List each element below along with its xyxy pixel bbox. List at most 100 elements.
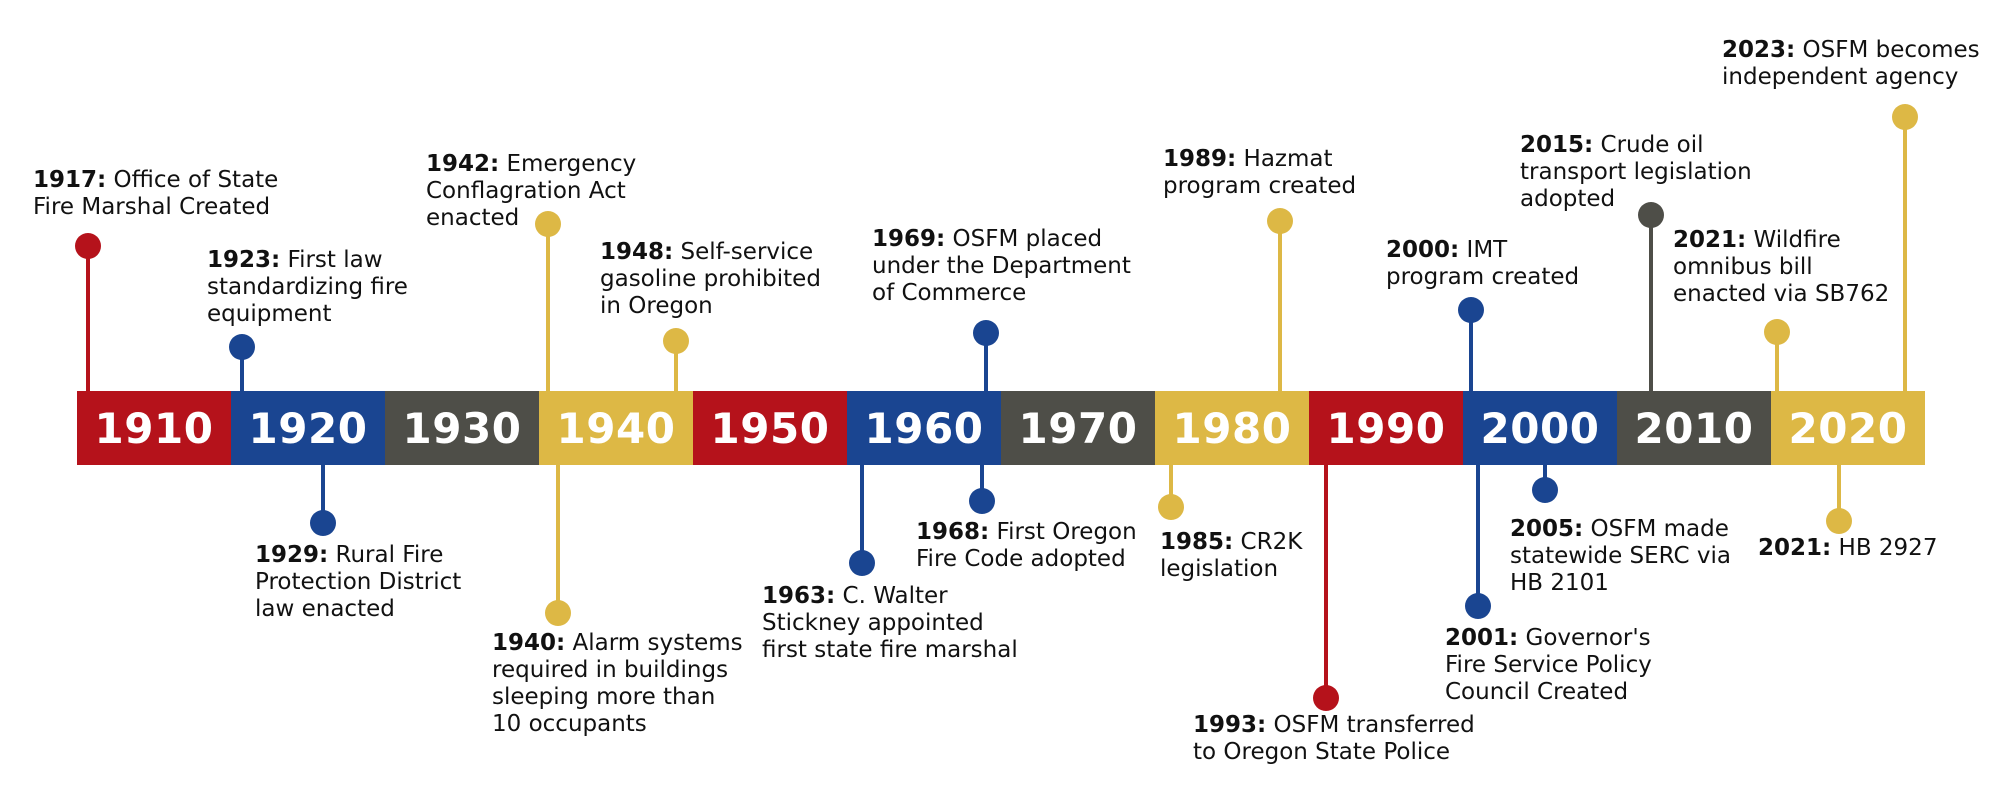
event-marker-dot: [1638, 202, 1664, 228]
event-text: 10 occupants: [492, 711, 647, 737]
event-text: Hazmat: [1236, 146, 1333, 172]
decade-label: 1950: [710, 403, 830, 453]
decade-label: 1970: [1018, 403, 1138, 453]
event-stem: [1649, 215, 1653, 391]
event-text: required in buildings: [492, 657, 729, 683]
event-text: Emergency: [499, 151, 637, 177]
event-text: Self-service: [673, 239, 814, 265]
event-text: law enacted: [255, 596, 395, 622]
event-marker-dot: [973, 320, 999, 346]
event-stem: [1469, 310, 1473, 391]
decade-block-2010: 2010: [1617, 391, 1771, 465]
event-marker-dot: [1892, 104, 1918, 130]
event-year: 2015:: [1520, 132, 1594, 158]
event-text: Council Created: [1445, 679, 1629, 705]
event-text: adopted: [1520, 186, 1616, 212]
event-text: under the Department: [872, 253, 1131, 279]
event-text: sleeping more than: [492, 684, 716, 710]
decade-label: 1960: [864, 403, 984, 453]
decade-block-1960: 1960: [847, 391, 1001, 465]
event-label-1985: 1985: CR2K legislation: [1160, 529, 1302, 583]
event-year: 1985:: [1160, 529, 1234, 555]
event-text: Wildfire: [1746, 227, 1841, 253]
event-text: gasoline prohibited: [600, 266, 821, 292]
event-text: OSFM transferred: [1266, 712, 1475, 738]
event-stem: [546, 224, 550, 391]
event-marker-dot: [545, 600, 571, 626]
event-label-2021: 2021: HB 2927: [1758, 535, 1937, 562]
event-text: Crude oil: [1593, 132, 1704, 158]
event-stem: [1837, 465, 1841, 521]
event-marker-dot: [310, 510, 336, 536]
decade-block-1920: 1920: [231, 391, 385, 465]
event-label-2000: 2000: IMT program created: [1386, 237, 1579, 291]
event-text: Fire Code adopted: [916, 546, 1126, 572]
event-marker-dot: [1764, 319, 1790, 345]
event-text: Governor's: [1518, 625, 1651, 651]
decade-block-2000: 2000: [1463, 391, 1617, 465]
event-text: Protection District: [255, 569, 462, 595]
event-first-line: 1968: First Oregon: [916, 519, 1137, 546]
event-marker-dot: [1267, 208, 1293, 234]
decade-label: 1980: [1172, 403, 1292, 453]
event-first-line: 2000: IMT: [1386, 237, 1579, 264]
event-stem: [1775, 332, 1779, 391]
event-label-1923: 1923: First law standardizing fire equipme…: [207, 247, 408, 328]
event-text: program created: [1163, 173, 1357, 199]
event-text: enacted via SB762: [1673, 281, 1890, 307]
event-label-1963: 1963: C. Walter Stickney appointed first s…: [762, 583, 1018, 664]
event-label-1993: 1993: OSFM transferred to Oregon State Po…: [1193, 712, 1475, 766]
event-label-1989: 1989: Hazmat program created: [1163, 146, 1356, 200]
event-stem: [1903, 117, 1907, 391]
event-text: program created: [1386, 264, 1580, 290]
event-label-2001: 2001: Governor's Fire Service Policy Counc…: [1445, 625, 1652, 706]
event-first-line: 1963: C. Walter: [762, 583, 1018, 610]
event-text: enacted: [426, 205, 520, 231]
event-text: OSFM placed: [945, 226, 1103, 252]
event-year: 2021:: [1673, 227, 1747, 253]
decade-block-1950: 1950: [693, 391, 847, 465]
event-text: First Oregon: [989, 519, 1137, 545]
event-first-line: 2015: Crude oil: [1520, 132, 1752, 159]
event-label-1940: 1940: Alarm systems required in buildings…: [492, 630, 743, 738]
event-first-line: 1940: Alarm systems: [492, 630, 743, 657]
event-first-line: 2021: Wildfire: [1673, 227, 1889, 254]
event-text: Stickney appointed: [762, 610, 984, 636]
event-stem: [1278, 221, 1282, 391]
decade-label: 2010: [1634, 403, 1754, 453]
event-text: in Oregon: [600, 293, 713, 319]
event-year: 1923:: [207, 247, 281, 273]
event-text: independent agency: [1722, 64, 1959, 90]
event-year: 1993:: [1193, 712, 1267, 738]
event-text: standardizing fire: [207, 274, 408, 300]
event-first-line: 1917: Office of State: [33, 167, 278, 194]
event-text: Conflagration Act: [426, 178, 626, 204]
event-marker-dot: [1158, 494, 1184, 520]
event-text: CR2K: [1233, 529, 1303, 555]
event-text: omnibus bill: [1673, 254, 1813, 280]
decade-block-1910: 1910: [77, 391, 231, 465]
event-year: 2021:: [1758, 535, 1832, 561]
event-marker-dot: [1826, 508, 1852, 534]
event-text: equipment: [207, 301, 332, 327]
event-text: First law: [280, 247, 383, 273]
event-first-line: 2005: OSFM made: [1510, 516, 1731, 543]
event-text: transport legislation: [1520, 159, 1752, 185]
event-year: 1940:: [492, 630, 566, 656]
event-text: of Commerce: [872, 280, 1027, 306]
decade-label: 1990: [1326, 403, 1446, 453]
decade-block-2020: 2020: [1771, 391, 1925, 465]
event-label-1917: 1917: Office of State Fire Marshal Create…: [33, 167, 278, 221]
event-first-line: 1989: Hazmat: [1163, 146, 1356, 173]
event-marker-dot: [1532, 477, 1558, 503]
event-stem: [980, 465, 984, 501]
event-first-line: 2001: Governor's: [1445, 625, 1652, 652]
event-label-1942: 1942: Emergency Conflagration Act enacted: [426, 151, 636, 232]
event-marker-dot: [849, 550, 875, 576]
event-first-line: 1993: OSFM transferred: [1193, 712, 1475, 739]
event-marker-dot: [1465, 593, 1491, 619]
event-text: Alarm systems: [565, 630, 743, 656]
event-text: Office of State: [106, 167, 279, 193]
event-text: OSFM made: [1583, 516, 1729, 542]
